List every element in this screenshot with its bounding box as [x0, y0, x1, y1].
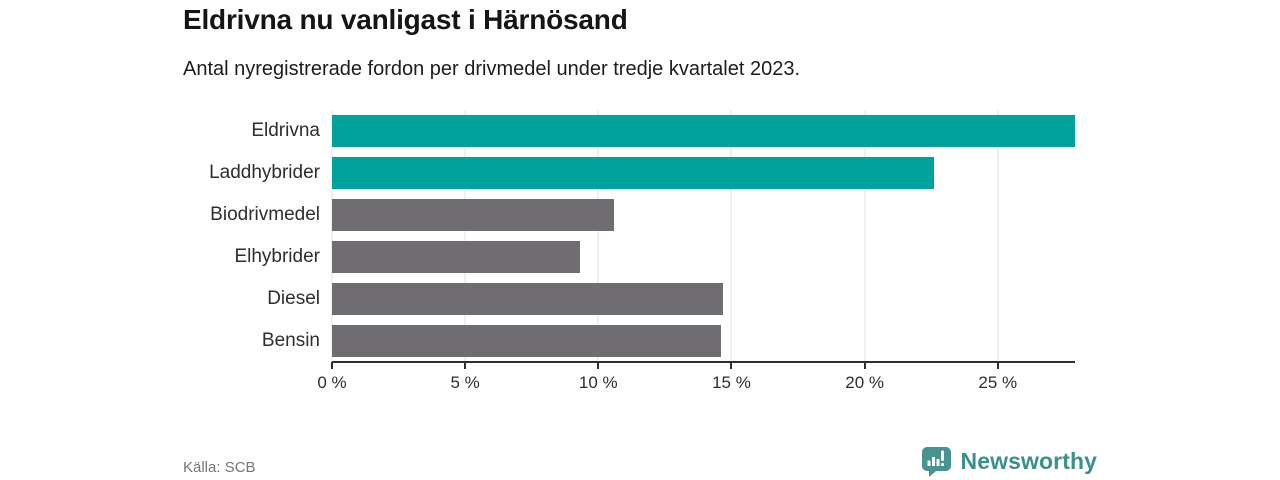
- category-label: Eldrivna: [251, 120, 320, 141]
- x-axis-tick-mark: [863, 362, 866, 369]
- bar-diesel: [332, 283, 724, 315]
- chart-row: Eldrivna: [251, 110, 1075, 152]
- gridline: [464, 110, 466, 362]
- x-axis-tick-label: 5 %: [450, 373, 480, 392]
- category-label: Diesel: [267, 288, 320, 309]
- x-axis-tick-label: 10 %: [578, 373, 618, 392]
- bar-laddhybrider: [332, 157, 934, 189]
- category-label: Bensin: [261, 330, 320, 351]
- x-axis-tick-label: 15 %: [712, 373, 751, 392]
- category-label: Laddhybrider: [209, 162, 320, 183]
- bar-chart: Eldrivna Laddhybrider Biodrivmedel Elhybrid…: [209, 110, 1075, 392]
- chart-row: Elhybrider: [234, 236, 1075, 278]
- category-label: Biodrivmedel: [210, 204, 320, 225]
- chart-title: Eldrivna nu vanligast i Härnösand: [183, 4, 628, 35]
- x-axis-tick-label: 0 %: [317, 373, 347, 392]
- category-label: Elhybrider: [234, 246, 320, 267]
- x-axis-line: [332, 361, 1075, 363]
- chart-subtitle: Antal nyregistrerade fordon per drivmede…: [183, 58, 801, 80]
- x-axis-tick-mark: [996, 362, 999, 369]
- gridline: [331, 110, 333, 362]
- x-axis-tick-mark: [730, 362, 733, 369]
- bar-rows: Eldrivna Laddhybrider Biodrivmedel Elhybrid…: [209, 110, 1075, 362]
- chart-row: Diesel: [267, 278, 1075, 320]
- newsworthy-logo-text: Newsworthy: [960, 448, 1097, 474]
- gridline: [730, 110, 732, 362]
- bar-elhybrider: [332, 241, 580, 273]
- gridline: [997, 110, 999, 362]
- x-axis-tick-label: 20 %: [845, 373, 884, 392]
- gridline: [597, 110, 599, 362]
- chart-row: Laddhybrider: [209, 152, 1075, 194]
- newsworthy-logo-icon: [921, 447, 951, 477]
- x-axis-tick-mark: [464, 362, 467, 369]
- gridline: [864, 110, 866, 362]
- newsworthy-logo[interactable]: Newsworthy: [921, 446, 1097, 477]
- chart-row: Bensin: [262, 320, 1075, 362]
- bar-bensin: [332, 325, 721, 357]
- x-axis-tick-mark: [331, 362, 333, 369]
- source-note: Källa: SCB: [183, 459, 256, 476]
- chart-row: Biodrivmedel: [210, 194, 1075, 236]
- bar-biodrivmedel: [332, 199, 615, 231]
- bar-eldrivna: [332, 115, 1075, 147]
- x-axis-tick-mark: [597, 362, 600, 369]
- x-axis-tick-label: 25 %: [978, 373, 1018, 392]
